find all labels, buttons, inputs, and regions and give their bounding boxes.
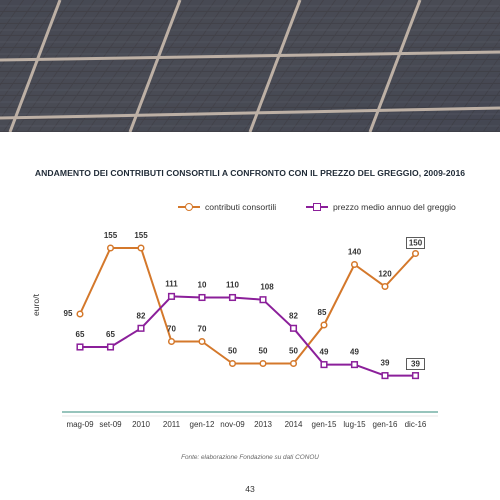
data-label-greggio: 111 <box>165 279 178 288</box>
data-label-contributi: 70 <box>198 325 207 334</box>
data-label-contributi: 120 <box>378 270 392 279</box>
data-label-greggio: 10 <box>198 281 207 290</box>
data-label-greggio: 65 <box>106 330 115 339</box>
legend-label-contributi: contributi consortili <box>205 202 277 212</box>
x-tick-label: gen-12 <box>190 420 215 429</box>
data-label-contributi: 50 <box>259 347 268 356</box>
data-point-greggio <box>228 293 237 302</box>
legend-swatch-contributi <box>178 201 200 213</box>
data-label-contributi: 50 <box>228 347 237 356</box>
data-point-greggio <box>320 361 328 369</box>
data-point-contributi <box>381 282 389 291</box>
data-point-greggio <box>350 361 359 369</box>
data-label-greggio: 49 <box>350 348 359 357</box>
data-label-box <box>406 237 425 249</box>
y-axis-label: euro/t <box>31 294 41 316</box>
legend-swatch-greggio <box>306 201 328 213</box>
data-label-greggio: 110 <box>226 281 239 290</box>
legend-item-contributi: contributi consortili <box>178 200 276 214</box>
data-label-contributi: 85 <box>318 308 327 317</box>
data-point-contributi <box>350 260 359 269</box>
data-point-greggio <box>198 293 206 302</box>
data-label-box <box>406 358 425 371</box>
data-point-contributi <box>320 321 328 329</box>
data-label-greggio: 82 <box>137 311 146 320</box>
x-tick-label: gen-15 <box>312 420 337 429</box>
data-point-greggio <box>106 343 115 351</box>
solar-panel-photo <box>0 0 500 132</box>
data-point-contributi <box>259 359 267 368</box>
data-point-contributi <box>167 337 176 346</box>
data-label-greggio: 108 <box>260 283 274 292</box>
data-point-greggio <box>289 324 298 332</box>
series-line-greggio <box>80 295 416 377</box>
data-label-contributi: 70 <box>167 325 176 334</box>
legend-label-greggio: prezzo medio annuo del greggio <box>333 202 456 212</box>
x-tick-label: lug-15 <box>343 420 366 429</box>
legend-item-greggio: prezzo medio annuo del greggio <box>306 200 456 214</box>
data-label-greggio: 65 <box>76 330 85 339</box>
x-tick-label: nov-09 <box>220 420 245 429</box>
x-tick-label: mag-09 <box>66 420 94 429</box>
data-point-contributi <box>411 249 420 258</box>
x-tick-label: set-09 <box>99 420 122 429</box>
chart-title: ANDAMENTO DEI CONTRIBUTI CONSORTILI A CO… <box>34 168 466 178</box>
data-point-greggio <box>137 324 145 332</box>
x-tick-label: 2014 <box>285 420 303 429</box>
solar-panel-image <box>0 0 500 132</box>
data-label-contributi: 50 <box>289 347 298 356</box>
data-label-contributi: 95 <box>64 309 73 318</box>
data-label-contributi: 150 <box>409 239 423 248</box>
data-point-greggio <box>76 343 84 351</box>
x-tick-label: 2013 <box>254 420 272 429</box>
data-label-greggio: 82 <box>289 311 298 320</box>
data-label-contributi: 155 <box>134 231 148 240</box>
data-point-greggio <box>411 372 420 380</box>
x-tick-label: 2011 <box>163 420 181 429</box>
data-point-greggio <box>259 296 267 304</box>
page-number: 43 <box>245 484 255 494</box>
data-point-contributi <box>76 310 84 318</box>
data-label-greggio: 39 <box>411 360 420 369</box>
data-label-contributi: 140 <box>348 248 362 257</box>
x-tick-label: 2010 <box>132 420 150 429</box>
data-label-greggio: 49 <box>320 348 329 357</box>
data-point-contributi <box>137 244 145 252</box>
x-tick-label: gen-16 <box>373 420 398 429</box>
data-label-greggio: 39 <box>381 359 390 368</box>
data-label-contributi: 155 <box>104 231 118 240</box>
data-point-contributi <box>106 244 115 252</box>
data-point-greggio <box>381 372 389 380</box>
data-point-contributi <box>289 359 298 368</box>
x-tick-label: dic-16 <box>405 420 427 429</box>
series-line-contributi <box>79 247 417 365</box>
data-point-contributi <box>228 359 237 368</box>
source-note: Fonte: elaborazione Fondazione su dati C… <box>181 454 319 461</box>
data-point-contributi <box>198 337 206 346</box>
data-point-greggio <box>167 292 176 300</box>
